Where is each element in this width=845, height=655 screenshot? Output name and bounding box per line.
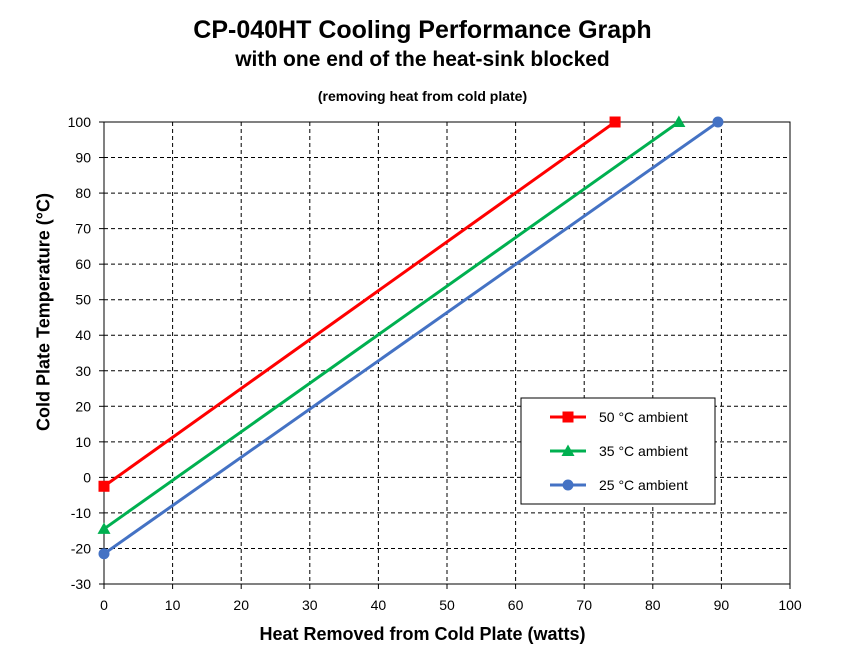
triangle-marker	[561, 444, 575, 456]
x-tick-label: 10	[165, 597, 181, 613]
legend-item: 50 °C ambient	[550, 409, 688, 425]
y-tick-label: -20	[71, 540, 91, 556]
x-tick-label: 70	[576, 597, 592, 613]
x-tick-label: 90	[714, 597, 730, 613]
x-tick-label: 60	[508, 597, 524, 613]
y-tick-label: 30	[75, 363, 91, 379]
square-marker	[98, 480, 110, 492]
series-line	[103, 120, 616, 488]
y-tick-label: 40	[75, 327, 91, 343]
y-tick-label: 80	[75, 185, 91, 201]
y-tick-label: 20	[75, 398, 91, 414]
x-tick-label: 40	[371, 597, 387, 613]
y-axis-title: Cold Plate Temperature (°C)	[33, 193, 54, 431]
square-marker	[609, 116, 621, 128]
y-tick-label: 90	[75, 150, 91, 166]
x-tick-label: 50	[439, 597, 455, 613]
series-triangle	[97, 115, 686, 534]
series-line	[103, 120, 680, 531]
chart-subtitle: with one end of the heat-sink blocked	[235, 48, 610, 71]
y-tick-label: 50	[75, 292, 91, 308]
x-tick-label: 30	[302, 597, 318, 613]
circle-marker	[562, 479, 574, 491]
x-tick-label: 20	[233, 597, 249, 613]
square-marker	[562, 411, 574, 423]
series-line	[103, 120, 719, 556]
chart-note: (removing heat from cold plate)	[317, 88, 528, 104]
y-tick-label: 100	[68, 114, 92, 130]
legend: 50 °C ambient 35 °C ambient 25 °C ambient	[520, 397, 716, 505]
grid-lines	[104, 122, 790, 584]
y-tick-label: -30	[71, 576, 91, 592]
legend-item: 35 °C ambient	[550, 443, 688, 459]
series-group	[97, 115, 724, 560]
series-square	[98, 116, 621, 492]
y-tick-label: 10	[75, 434, 91, 450]
y-tick-label: 60	[75, 256, 91, 272]
circle-marker	[712, 116, 724, 128]
series-circle	[98, 116, 724, 560]
legend-label: 25 °C ambient	[599, 477, 688, 493]
x-axis-title: Heat Removed from Cold Plate (watts)	[259, 624, 586, 644]
chart-title: CP-040HT Cooling Performance Graph	[193, 16, 652, 44]
y-tick-label: 0	[83, 469, 91, 485]
triangle-marker	[672, 115, 686, 127]
x-tick-label: 80	[645, 597, 661, 613]
x-tick-label: 100	[778, 597, 802, 613]
x-tick-label: 0	[100, 597, 108, 613]
triangle-marker	[97, 522, 111, 534]
x-axis-ticks: 0 10 20 30 40 50 60 70 80 90 100	[100, 584, 802, 613]
legend-item: 25 °C ambient	[550, 477, 688, 493]
y-tick-label: 70	[75, 221, 91, 237]
legend-label: 35 °C ambient	[599, 443, 688, 459]
y-tick-label: -10	[71, 505, 91, 521]
circle-marker	[98, 548, 110, 560]
legend-label: 50 °C ambient	[599, 409, 688, 425]
